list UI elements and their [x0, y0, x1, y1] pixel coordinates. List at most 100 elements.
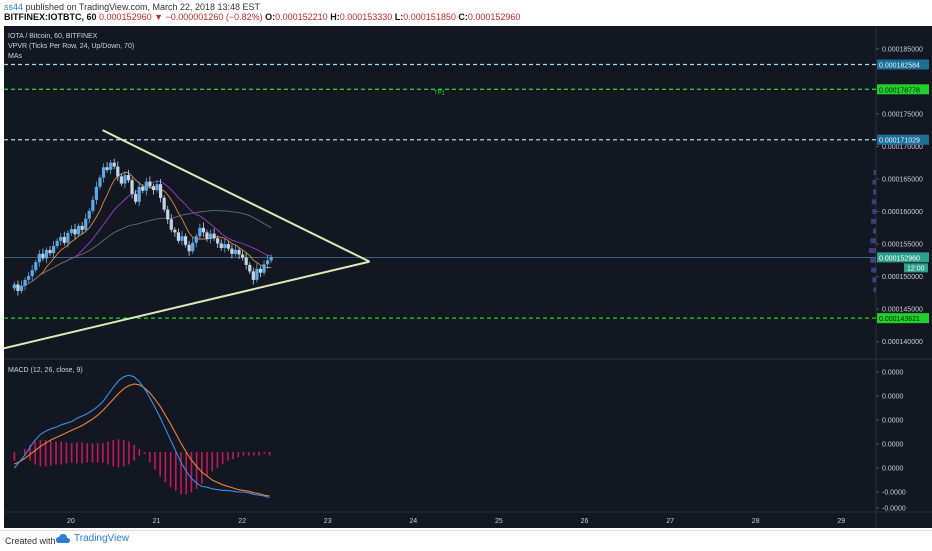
macd-line: [13, 374, 270, 499]
candle-body: [251, 271, 255, 280]
candle-body: [219, 243, 223, 248]
price-chart[interactable]: 0.000185000 0.000175000 0.000170000 0.00016…: [4, 26, 932, 528]
macd-histogram-bar: [185, 452, 188, 495]
price-tick-label: 0.000140000: [882, 339, 923, 346]
candle-body: [144, 181, 148, 191]
open-value: 0.000152210: [275, 12, 328, 22]
vpvr-bar: [871, 218, 876, 224]
vpvr-bar: [871, 199, 876, 205]
macd-histogram-bar: [174, 452, 177, 491]
vpvr-bar: [873, 189, 876, 195]
candle-body: [73, 229, 77, 235]
macd-histogram-bar: [242, 452, 245, 456]
chart-panel[interactable]: 0.000185000 0.000175000 0.000170000 0.00016…: [4, 26, 932, 528]
macd-tick-label: 0.0000: [882, 370, 904, 377]
candle-body: [105, 167, 109, 170]
candle-body: [262, 264, 266, 273]
price-change: ▼ −0.000001260 (−0.82%): [154, 12, 263, 22]
close-label: C:: [458, 12, 468, 22]
vpvr-bar: [872, 209, 876, 215]
candle-body: [69, 229, 74, 234]
price-tick-label: 0.000185000: [882, 46, 923, 53]
tradingview-logo[interactable]: TradingView: [56, 533, 129, 544]
candle-body: [59, 236, 63, 241]
candle-body: [148, 181, 152, 187]
macd-histogram-bar: [232, 452, 234, 460]
level-price-box: [877, 134, 929, 145]
x-tick-label: 25: [495, 518, 503, 525]
candle-body: [130, 180, 134, 194]
symbol: BITFINEX:IOTBTC, 60: [4, 12, 97, 22]
author-link[interactable]: ss44: [4, 2, 24, 12]
candle-body: [66, 233, 70, 243]
candle-body: [91, 199, 95, 211]
vpvr-bar: [870, 238, 876, 244]
high-value: 0.000153330: [339, 12, 393, 22]
level-price-box: [877, 59, 929, 70]
price-tick-label: 0.000155000: [882, 242, 923, 249]
level-price-box: [877, 84, 929, 95]
candle-body: [176, 232, 181, 241]
candle-body: [194, 236, 198, 243]
macd-histogram-bar: [91, 443, 94, 463]
macd-histogram-bar: [112, 440, 115, 467]
level-price-label: 0.000182584: [879, 63, 920, 70]
candle-body: [212, 233, 216, 239]
macd-tick-label: 0.0000: [882, 442, 904, 449]
candle-body: [126, 175, 131, 181]
macd-histogram-bar: [268, 452, 271, 456]
low-value: 0.000151850: [403, 12, 456, 22]
macd-histogram-bar: [29, 444, 31, 461]
open-label: O:: [265, 12, 276, 22]
macd-histogram-bar: [34, 441, 36, 465]
macd-tick-label: 0.0000: [882, 466, 904, 473]
candle-body: [208, 233, 213, 239]
vpvr-bar: [868, 248, 876, 254]
x-tick-label: 26: [581, 518, 589, 525]
candle-body: [80, 225, 84, 230]
cloud-icon: [56, 533, 70, 543]
macd-histogram-bar: [13, 452, 16, 461]
last-price-label: 0.000152960: [879, 255, 920, 262]
x-tick-label: 21: [153, 518, 161, 525]
macd-histogram-bar: [107, 441, 109, 465]
macd-tick-label: -0.0000: [882, 490, 906, 497]
candle-body: [201, 227, 205, 233]
candle-body: [158, 184, 163, 198]
x-tick-label: 29: [837, 518, 845, 525]
macd-histogram-bar: [81, 442, 83, 464]
macd-histogram-bar: [159, 452, 161, 477]
candle-body: [237, 249, 241, 255]
macd-histogram-bar: [50, 440, 52, 466]
candle-body: [205, 232, 209, 239]
price-tick-label: 0.000165000: [882, 176, 923, 183]
candle-body: [137, 186, 141, 202]
candle-body: [112, 162, 116, 167]
tradingview-brand: TradingView: [74, 533, 130, 544]
candle-body: [226, 244, 230, 249]
candle-body: [216, 238, 220, 244]
candle-body: [23, 279, 27, 286]
macd-histogram-bar: [102, 443, 104, 463]
x-tick-label: 20: [67, 518, 75, 525]
last-price-box: [877, 252, 929, 263]
vpvr-bar: [871, 267, 876, 273]
macd-histogram-bar: [201, 452, 203, 484]
macd-histogram-bar: [138, 448, 141, 456]
vpvr-bar: [873, 287, 876, 293]
price-tick-label: 0.000170000: [882, 144, 923, 151]
candle-body: [55, 240, 59, 247]
candle-body: [62, 236, 66, 243]
candle-body: [248, 264, 252, 272]
macd-histogram-bar: [164, 452, 167, 482]
candle-body: [244, 257, 248, 265]
macd-histogram-bar: [253, 452, 255, 456]
macd-histogram-bar: [133, 444, 135, 461]
level-price-label: 0.000143621: [879, 316, 920, 323]
candle-body: [30, 270, 34, 276]
candle-body: [19, 285, 24, 291]
wedge-upper-line: [102, 129, 371, 263]
macd-tick-label: -0.0000: [882, 506, 906, 513]
price-tick-label: 0.000160000: [882, 209, 923, 216]
moving-average-line: [14, 180, 272, 289]
